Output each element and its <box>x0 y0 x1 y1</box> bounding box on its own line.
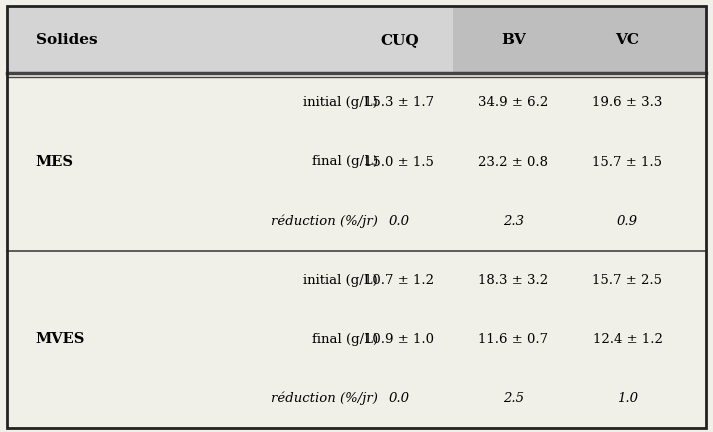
Bar <box>7 6 706 73</box>
Text: MES: MES <box>36 155 73 169</box>
Text: 0.9: 0.9 <box>617 215 638 228</box>
Text: final (g/L): final (g/L) <box>312 333 378 346</box>
Text: MVES: MVES <box>36 332 85 346</box>
Text: 1.0: 1.0 <box>617 392 638 405</box>
Bar <box>7 73 706 428</box>
Bar <box>453 6 706 73</box>
Text: 10.9 ± 1.0: 10.9 ± 1.0 <box>364 333 434 346</box>
Text: réduction (%/jr): réduction (%/jr) <box>271 391 378 405</box>
Text: 12.4 ± 1.2: 12.4 ± 1.2 <box>593 333 662 346</box>
Text: final (g/L): final (g/L) <box>312 156 378 168</box>
Text: 15.7 ± 2.5: 15.7 ± 2.5 <box>593 273 662 286</box>
Text: BV: BV <box>501 33 525 47</box>
Text: réduction (%/jr): réduction (%/jr) <box>271 214 378 228</box>
Text: 18.3 ± 3.2: 18.3 ± 3.2 <box>478 273 548 286</box>
Text: CUQ: CUQ <box>380 33 419 47</box>
Text: 23.2 ± 0.8: 23.2 ± 0.8 <box>478 156 548 168</box>
Text: 15.7 ± 1.5: 15.7 ± 1.5 <box>593 156 662 168</box>
Text: 11.6 ± 0.7: 11.6 ± 0.7 <box>478 333 548 346</box>
Text: initial (g/L): initial (g/L) <box>303 96 378 109</box>
Text: 19.6 ± 3.3: 19.6 ± 3.3 <box>593 96 662 109</box>
Text: Solides: Solides <box>36 33 97 47</box>
Text: 15.3 ± 1.7: 15.3 ± 1.7 <box>364 96 434 109</box>
Text: initial (g/L): initial (g/L) <box>303 273 378 286</box>
Text: 0.0: 0.0 <box>389 392 410 405</box>
Text: 0.0: 0.0 <box>389 215 410 228</box>
Text: 2.3: 2.3 <box>503 215 524 228</box>
Text: 34.9 ± 6.2: 34.9 ± 6.2 <box>478 96 548 109</box>
Text: 10.7 ± 1.2: 10.7 ± 1.2 <box>364 273 434 286</box>
Text: 2.5: 2.5 <box>503 392 524 405</box>
Text: VC: VC <box>615 33 640 47</box>
Text: 15.0 ± 1.5: 15.0 ± 1.5 <box>364 156 434 168</box>
